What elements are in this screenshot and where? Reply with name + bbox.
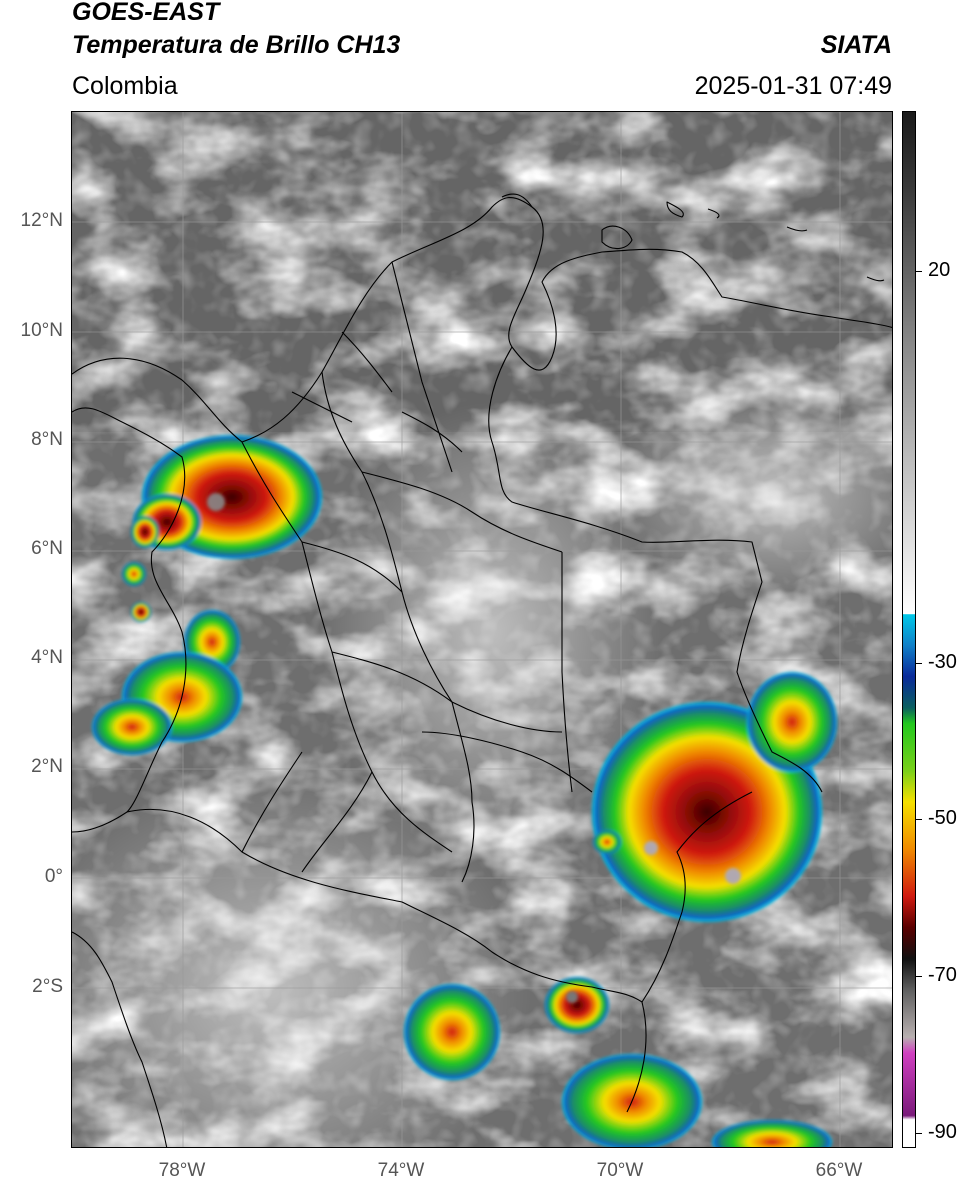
storm-amazon-w [593, 830, 621, 854]
east-haze [612, 382, 892, 602]
colorbar-tick-neg30 [916, 663, 922, 664]
colorbar-label-neg90: -90 [928, 1121, 957, 1143]
storm-pacific-sw [92, 699, 172, 755]
lat-label-4n: 4°N [31, 647, 63, 668]
storm-choco-sw [131, 516, 159, 548]
lon-label-78w: 78°W [158, 1160, 206, 1181]
satellite-title: GOES-EAST [72, 0, 220, 26]
product-title: Temperatura de Brillo CH13 [72, 31, 401, 59]
colorbar-tick-neg50 [916, 819, 922, 820]
storm-small-1 [122, 562, 146, 586]
storm-south-edge [712, 1120, 832, 1147]
colorbar-tick-20 [916, 271, 922, 272]
boundaries [72, 193, 892, 1147]
lon-label-74w: 74°W [377, 1160, 425, 1181]
lat-label-12n: 12°N [20, 210, 63, 231]
temperature-colorbar [902, 111, 916, 1148]
storm-south-center [545, 977, 609, 1033]
lat-label-10n: 10°N [20, 320, 63, 341]
central-haze [322, 402, 662, 862]
colorbar-tick-neg90 [916, 1133, 922, 1134]
map-canvas [72, 112, 892, 1147]
region-label: Colombia [72, 72, 178, 100]
cold-cores [207, 493, 741, 1003]
colorbar-label-neg70: -70 [928, 964, 957, 986]
colorbar-label-neg50: -50 [928, 807, 957, 829]
satellite-map[interactable] [71, 111, 893, 1148]
lat-label-0: 0° [44, 866, 63, 887]
colorbar-label-neg30: -30 [928, 651, 957, 673]
storm-small-2 [131, 602, 151, 622]
colorbar-label-20: 20 [928, 259, 951, 281]
storm-cells [92, 435, 837, 1147]
lat-label-2s: 2°S [32, 976, 63, 997]
brand-label: SIATA [820, 31, 892, 59]
lon-label-70w: 70°W [596, 1160, 644, 1181]
lon-label-66w: 66°W [815, 1160, 863, 1181]
timestamp-label: 2025-01-31 07:49 [694, 72, 892, 100]
lat-label-8n: 8°N [31, 429, 63, 450]
lat-label-6n: 6°N [31, 538, 63, 559]
colorbar-tick-neg70 [916, 976, 922, 977]
lat-label-2n: 2°N [31, 756, 63, 777]
storm-amazon-ne [747, 672, 837, 772]
storm-south-west [404, 984, 500, 1080]
